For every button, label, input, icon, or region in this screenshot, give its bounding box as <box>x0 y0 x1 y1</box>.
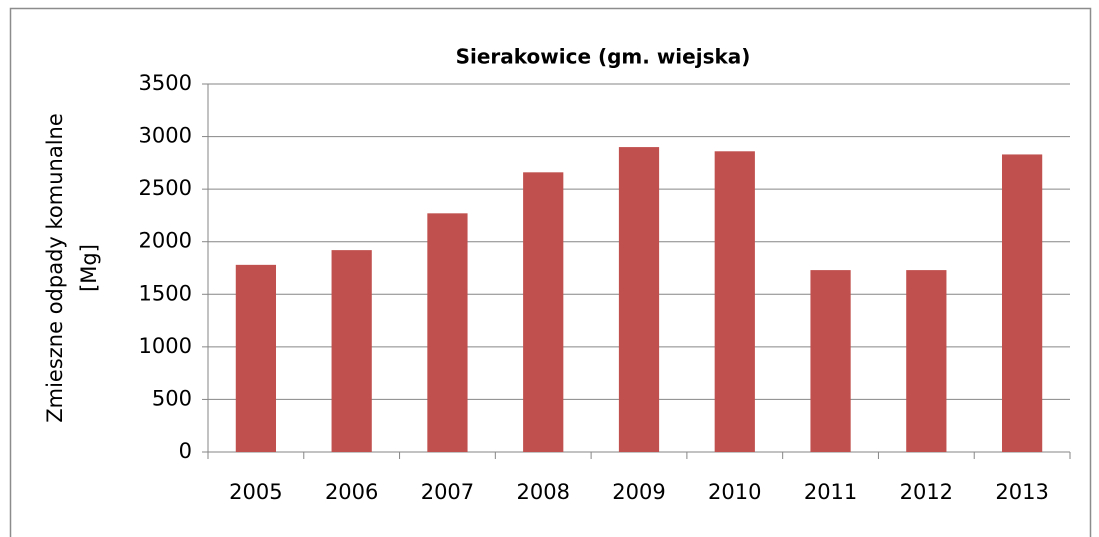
y-tick-label: 3000 <box>139 124 192 148</box>
bar <box>810 270 851 452</box>
x-tick-label: 2006 <box>325 480 378 504</box>
y-tick-label: 2500 <box>139 176 192 200</box>
bar <box>906 270 947 452</box>
x-tick-label: 2013 <box>995 480 1048 504</box>
x-tick-label: 2008 <box>516 480 569 504</box>
x-tick-label: 2012 <box>900 480 953 504</box>
y-tick-label: 0 <box>179 439 192 463</box>
y-tick-label: 2000 <box>139 229 192 253</box>
bar <box>1001 154 1043 452</box>
y-tick-label: 1000 <box>139 334 192 358</box>
x-tick-label: 2009 <box>612 480 665 504</box>
x-tick-label: 2011 <box>804 480 857 504</box>
x-tick-label: 2005 <box>229 480 282 504</box>
x-tick-label: 2010 <box>708 480 761 504</box>
bar <box>235 264 277 452</box>
bar <box>331 250 372 452</box>
y-tick-label: 3500 <box>139 71 192 95</box>
bar <box>714 151 755 452</box>
y-tick-label: 1500 <box>139 281 192 305</box>
chart-title: Sierakowice (gm. wiejska) <box>456 45 751 69</box>
bar <box>618 147 660 453</box>
x-tick-label: 2007 <box>421 480 474 504</box>
y-axis-label: Zmieszne odpady komunalne <box>43 113 67 423</box>
bar <box>523 172 564 452</box>
y-axis-label: [Mg] <box>77 244 101 292</box>
y-tick-label: 500 <box>152 386 192 410</box>
bar <box>427 213 468 452</box>
